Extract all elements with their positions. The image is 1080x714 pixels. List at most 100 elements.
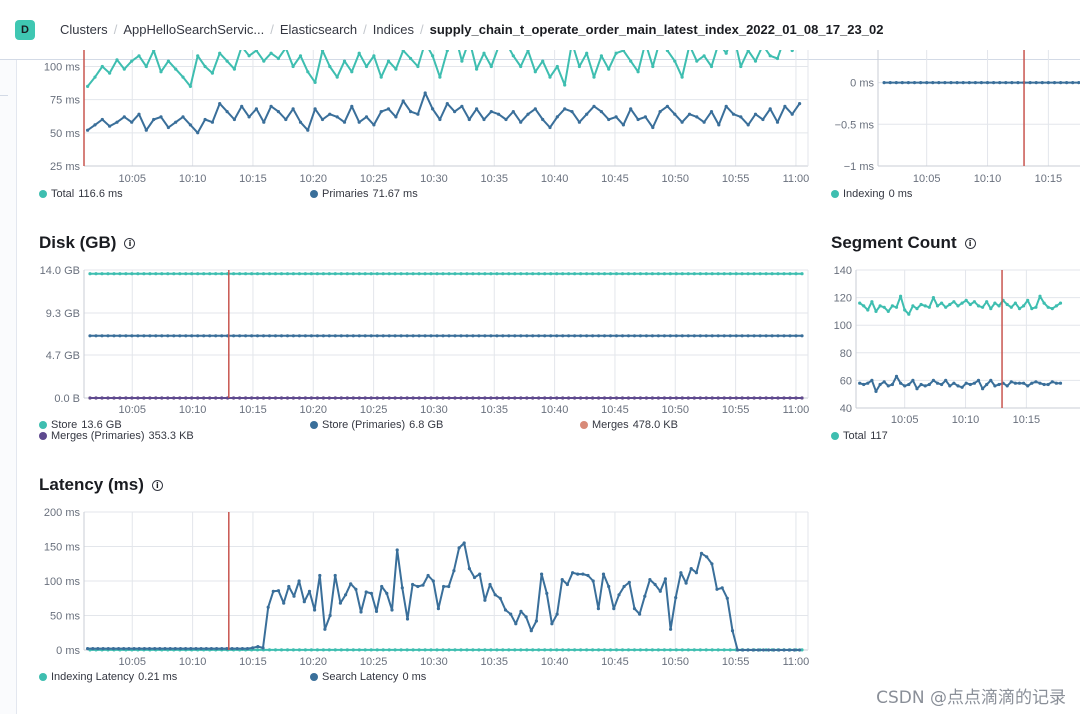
data-point bbox=[686, 272, 690, 276]
data-point bbox=[214, 334, 218, 338]
breadcrumb-elasticsearch[interactable]: Elasticsearch bbox=[279, 22, 358, 37]
legend-item-indexing[interactable]: Indexing 0 ms bbox=[831, 188, 912, 200]
data-point bbox=[555, 272, 559, 276]
x-tick-label: 10:25 bbox=[360, 656, 388, 668]
data-point bbox=[284, 117, 288, 122]
legend-item-store-primaries[interactable]: Store (Primaries) 6.8 GB bbox=[310, 419, 443, 431]
info-icon[interactable]: i bbox=[964, 238, 976, 249]
legend-item-total[interactable]: Total 117 bbox=[831, 430, 888, 442]
data-point bbox=[215, 647, 219, 651]
data-point bbox=[409, 56, 413, 61]
data-point bbox=[1058, 301, 1063, 305]
data-point bbox=[91, 647, 95, 651]
data-point bbox=[866, 381, 870, 385]
data-point bbox=[758, 334, 762, 338]
data-point bbox=[357, 648, 361, 652]
data-point bbox=[533, 107, 537, 111]
data-point bbox=[503, 608, 508, 612]
data-point bbox=[638, 272, 643, 276]
data-point bbox=[680, 272, 684, 276]
breadcrumb-indices[interactable]: Indices bbox=[372, 22, 414, 37]
data-point bbox=[86, 647, 90, 651]
data-point bbox=[800, 272, 804, 276]
x-tick-label: 10:20 bbox=[300, 173, 328, 185]
x-tick-label: 10:10 bbox=[179, 173, 207, 185]
legend-item-merges-primaries[interactable]: Merges (Primaries) 353.3 KB bbox=[39, 430, 194, 442]
data-point bbox=[565, 582, 570, 587]
legend-item-search-latency[interactable]: Search Latency 0 ms bbox=[310, 671, 426, 683]
info-icon[interactable]: i bbox=[124, 238, 136, 249]
data-point bbox=[501, 334, 505, 338]
data-point bbox=[730, 629, 735, 633]
data-point bbox=[866, 308, 870, 312]
data-point bbox=[333, 334, 337, 338]
legend-item-store[interactable]: Store 13.6 GB bbox=[39, 419, 122, 431]
data-point bbox=[614, 115, 618, 119]
data-point bbox=[770, 272, 774, 276]
legend-item-total[interactable]: Total 116.6 ms bbox=[39, 188, 123, 200]
data-point bbox=[393, 648, 397, 652]
info-icon[interactable]: i bbox=[151, 480, 163, 491]
data-point bbox=[1005, 302, 1009, 307]
data-point bbox=[240, 104, 244, 108]
data-point bbox=[144, 64, 148, 69]
data-point bbox=[100, 396, 104, 400]
data-point bbox=[445, 102, 449, 106]
latency-legend-indexing: Indexing Latency 0.21 ms bbox=[39, 671, 177, 683]
data-point bbox=[1046, 382, 1050, 387]
data-point bbox=[405, 396, 409, 400]
legend-value: 353.3 KB bbox=[148, 430, 194, 442]
data-point bbox=[960, 385, 964, 389]
data-point bbox=[668, 334, 672, 338]
disk-chart[interactable]: 0.0 B 4.7 GB 9.3 GB 14.0 GB 10:05 10:10 10:15 1… bbox=[30, 262, 820, 417]
data-point bbox=[460, 59, 464, 63]
data-point bbox=[374, 609, 379, 613]
top-bar: D Clusters / AppHelloSearchServic... / Elast… bbox=[0, 0, 1080, 60]
breadcrumb-clusters[interactable]: Clusters bbox=[60, 22, 108, 37]
legend-dot-icon bbox=[39, 420, 47, 429]
data-point bbox=[882, 305, 886, 309]
legend-item-primaries[interactable]: Primaries 71.67 ms bbox=[310, 188, 418, 200]
data-point bbox=[753, 112, 758, 116]
data-point bbox=[698, 396, 702, 400]
data-point bbox=[764, 334, 768, 338]
data-point bbox=[638, 612, 642, 616]
legend-label: Store bbox=[51, 419, 78, 431]
data-point bbox=[196, 272, 200, 276]
data-point bbox=[333, 573, 337, 578]
data-point bbox=[722, 396, 726, 400]
data-point bbox=[790, 112, 794, 116]
data-point bbox=[894, 81, 898, 85]
data-point bbox=[477, 396, 481, 400]
data-point bbox=[321, 272, 325, 276]
breadcrumb-cluster[interactable]: AppHelloSearchServic... bbox=[123, 22, 265, 37]
data-point bbox=[915, 307, 919, 311]
data-point bbox=[985, 300, 989, 304]
data-point bbox=[313, 80, 317, 84]
legend-item-merges[interactable]: Merges 478.0 KB bbox=[580, 419, 678, 431]
data-point bbox=[650, 396, 655, 400]
data-point bbox=[426, 573, 430, 578]
x-tick-label: 10:55 bbox=[722, 656, 750, 668]
data-point bbox=[1005, 384, 1009, 388]
data-point bbox=[127, 647, 131, 651]
data-point bbox=[717, 123, 721, 127]
data-point bbox=[694, 571, 699, 575]
deployment-badge[interactable]: D bbox=[15, 20, 35, 40]
data-point bbox=[777, 648, 781, 652]
data-point bbox=[899, 381, 903, 385]
data-point bbox=[342, 120, 347, 124]
data-point bbox=[335, 75, 339, 79]
data-point bbox=[899, 294, 903, 298]
segment-count-chart[interactable]: 40 60 80 100 120 140 10:05 10:10 10:15 bbox=[826, 262, 1080, 428]
data-point bbox=[291, 64, 295, 69]
data-point bbox=[354, 587, 358, 591]
legend-item-indexing-latency[interactable]: Indexing Latency 0.21 ms bbox=[39, 671, 177, 683]
latency-chart[interactable]: 0 ms 50 ms 100 ms 150 ms 200 ms 10:05 10:10 10:… bbox=[30, 503, 820, 670]
data-point bbox=[1022, 304, 1026, 308]
data-point bbox=[166, 334, 170, 338]
data-point bbox=[525, 334, 529, 338]
data-point bbox=[483, 334, 487, 338]
